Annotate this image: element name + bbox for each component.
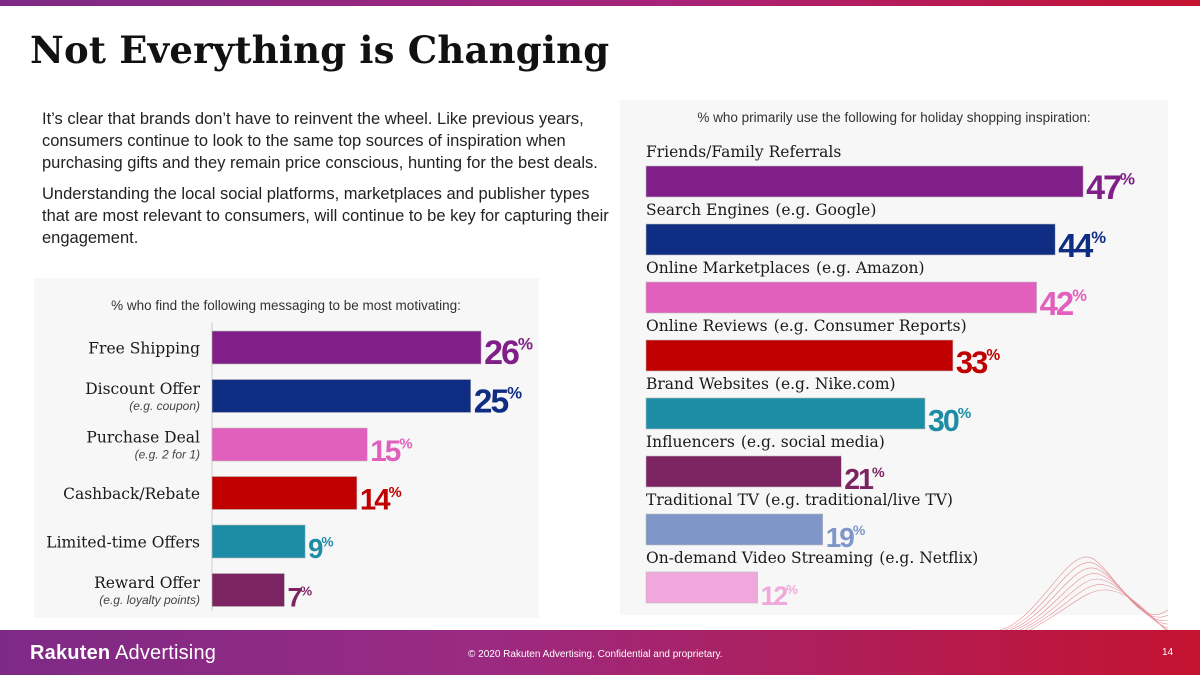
data-label: 42% [1040,285,1088,322]
bar [645,571,758,604]
top-accent-bar [0,0,1200,6]
data-label: 47% [1086,169,1135,207]
category-label: Discount Offer [85,380,200,398]
data-label: 30% [928,404,972,438]
inspiration-bar-chart: % who primarily use the following for ho… [645,110,1137,611]
category-sublabel: (e.g. loyalty points) [99,593,200,607]
data-label: 25% [474,383,522,420]
category-label: Brand Websites (e.g. Nike.com) [646,375,896,393]
bar [645,223,1056,256]
rakuten-advertising-logo: Rakuten Advertising [30,642,217,664]
category-label: Influencers (e.g. social media) [646,433,885,451]
category-label: Search Engines (e.g. Google) [646,201,876,219]
category-label: Traditional TV (e.g. traditional/live TV) [646,491,953,509]
bar [211,476,358,510]
bar [211,427,368,462]
bar [645,455,842,488]
category-label: Purchase Deal [86,429,200,447]
page-number: 14 [1162,647,1174,658]
category-label: Friends/Family Referrals [646,143,841,161]
data-label: 44% [1058,228,1106,265]
decorative-wave-graphic [1000,556,1168,632]
category-label: Online Reviews (e.g. Consumer Reports) [646,317,967,335]
data-label: 26% [484,334,533,372]
footer-bar: Rakuten Advertising © 2020 Rakuten Adver… [0,630,1200,675]
data-label: 15% [370,435,412,468]
data-label: 9% [308,533,333,564]
chart-title: % who find the following messaging to be… [111,298,461,313]
category-sublabel: (e.g. coupon) [129,399,200,413]
data-label: 14% [360,484,402,517]
bar [645,165,1084,198]
bar [211,330,482,365]
category-label: Limited-time Offers [46,534,200,552]
copyright-text: © 2020 Rakuten Advertising. Confidential… [468,649,723,660]
data-label: 33% [956,345,1001,380]
messaging-bar-chart: % who find the following messaging to be… [46,298,535,613]
category-sublabel: (e.g. 2 for 1) [135,448,200,462]
bar [645,339,954,372]
category-label: On-demand Video Streaming (e.g. Netflix) [646,549,978,567]
bar [645,513,823,546]
slide-title: Not Everything is Changing [30,28,610,72]
category-label: Cashback/Rebate [63,485,200,503]
chart-title: % who primarily use the following for ho… [697,110,1090,125]
bar [645,397,926,430]
category-label: Online Marketplaces (e.g. Amazon) [646,259,925,277]
intro-text: It’s clear that brands don’t have to rei… [42,108,617,258]
bar [211,524,306,559]
bar [645,281,1037,314]
data-label: 7% [287,583,312,613]
intro-paragraph-2: Understanding the local social platforms… [42,185,609,247]
bar [211,379,472,413]
intro-paragraph-1: It’s clear that brands don’t have to rei… [42,110,598,172]
bar [211,573,285,607]
category-label: Reward Offer [94,574,201,592]
data-label: 12% [761,581,799,611]
category-label: Free Shipping [88,340,200,358]
